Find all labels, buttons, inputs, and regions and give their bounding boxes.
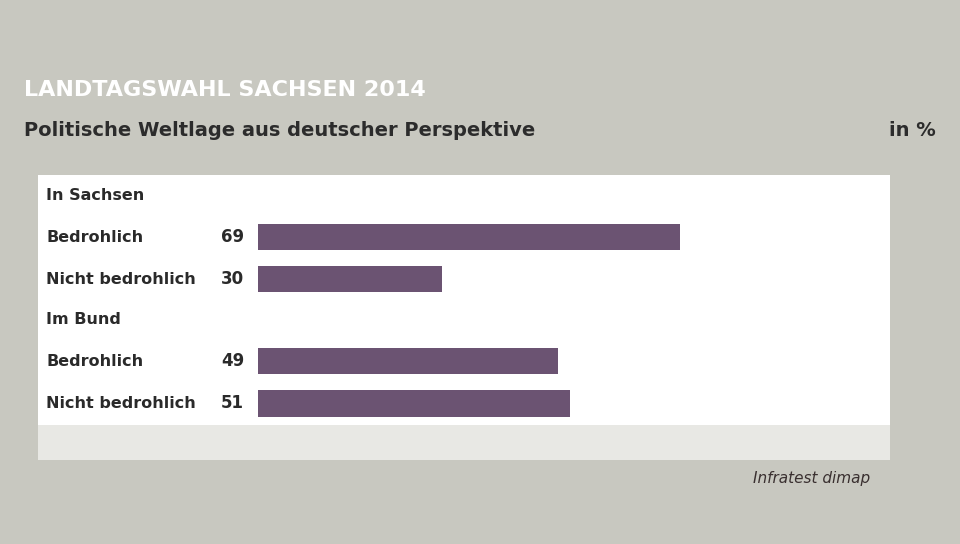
Text: In Sachsen: In Sachsen [46,188,144,203]
Bar [258,265,442,293]
Text: Infratest dimap: Infratest dimap [753,472,870,486]
Bar [38,175,890,460]
Text: Bedrohlich: Bedrohlich [46,354,143,368]
Bar [38,300,890,340]
Bar [38,382,890,425]
Text: 49: 49 [221,352,244,370]
Bar [258,224,681,250]
Bar [38,258,890,300]
Text: 69: 69 [221,228,244,246]
Text: 51: 51 [221,394,244,412]
Text: Nicht bedrohlich: Nicht bedrohlich [46,271,196,287]
Text: Bedrohlich: Bedrohlich [46,230,143,244]
Text: LANDTAGSWAHL SACHSEN 2014: LANDTAGSWAHL SACHSEN 2014 [24,81,425,100]
Text: in %: in % [889,121,936,140]
Text: 30: 30 [221,270,244,288]
Text: Politische Weltlage aus deutscher Perspektive: Politische Weltlage aus deutscher Perspe… [24,121,536,140]
Bar [38,340,890,382]
Text: Im Bund: Im Bund [46,312,121,327]
Bar [258,390,570,417]
Bar [258,348,558,374]
Text: Nicht bedrohlich: Nicht bedrohlich [46,396,196,411]
Bar [38,216,890,258]
Bar [38,175,890,216]
